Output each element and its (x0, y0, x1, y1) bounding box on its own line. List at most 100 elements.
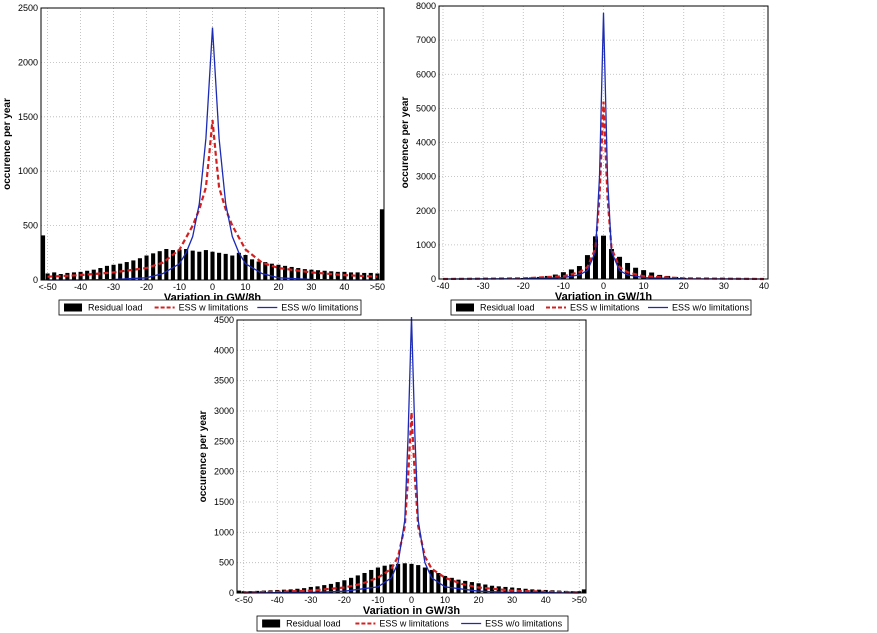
y-tick-label: 4000 (214, 345, 234, 355)
chart-panel-8h: <-50 -40 -30 -20 -10 0 10 20 30 40 >50 0 500 1000 1500… (2, 3, 385, 316)
y-tick-label: 1000 (18, 166, 38, 176)
x-tick-label: <-50 (38, 282, 56, 292)
bar-residual-load (429, 569, 434, 593)
y-tick-label: 2000 (214, 467, 234, 477)
bar-residual-load (177, 249, 182, 280)
line-ess-w-limitations (47, 119, 378, 278)
y-tick-label: 1500 (214, 497, 234, 507)
bar-residual-load (170, 250, 175, 280)
line-ess-wo-limitations (442, 12, 765, 280)
plot-area (237, 320, 586, 593)
x-tick-label: 20 (474, 595, 484, 605)
x-tick-label: 20 (273, 282, 283, 292)
y-tick-label: 5000 (416, 103, 436, 113)
legend-swatch-residual-load (64, 303, 83, 312)
x-tick-label: -40 (437, 281, 450, 291)
legend-label: ESS w/o limitations (485, 619, 563, 629)
y-tick-label: 500 (219, 558, 234, 568)
legend-swatch-residual-load (262, 619, 281, 628)
legend-label: ESS w limitations (379, 619, 449, 629)
y-tick-label: 2000 (18, 57, 38, 67)
y-tick-label: 3000 (416, 172, 436, 182)
x-tick-label: >50 (370, 282, 385, 292)
bar-residual-load (58, 274, 63, 280)
y-tick-label: 4000 (416, 138, 436, 148)
legend-label: ESS w/o limitations (672, 303, 750, 313)
x-tick-label: 20 (679, 281, 689, 291)
bar-residual-load (302, 269, 307, 280)
bar-residual-load (389, 564, 394, 593)
x-tick-label: 40 (759, 281, 769, 291)
x-tick-label: -20 (517, 281, 530, 291)
x-tick-label: 0 (601, 281, 606, 291)
bar-residual-load (85, 270, 90, 280)
x-tick-label: >50 (572, 595, 587, 605)
axes-frame (438, 5, 769, 280)
y-tick-label: 6000 (416, 69, 436, 79)
bar-residual-load (269, 263, 274, 280)
bar-residual-load (210, 251, 215, 280)
legend-label: Residual load (480, 303, 535, 313)
bar-residual-load (355, 272, 360, 280)
bar-residual-load (322, 270, 327, 280)
bar-residual-load (456, 579, 461, 593)
bar-residual-load (577, 591, 582, 593)
bar-residual-load (295, 588, 300, 593)
bar-residual-load (263, 262, 268, 280)
legend-label: ESS w limitations (570, 303, 640, 313)
bar-residual-load (309, 269, 314, 280)
x-tick-label: 40 (541, 595, 551, 605)
bar-residual-load (422, 567, 428, 593)
bar-residual-load (601, 235, 606, 279)
bar-residual-load (256, 261, 261, 280)
bar-residual-load (184, 248, 189, 280)
bar-residual-load (469, 582, 474, 593)
bar-residual-load (237, 590, 242, 593)
y-axis-label: occurence per year (2, 98, 13, 190)
bar-residual-load (496, 586, 501, 593)
bar-residual-load (255, 590, 260, 593)
bar-residual-load (362, 272, 367, 280)
legend-label: Residual load (88, 303, 143, 313)
bar-residual-load (570, 591, 575, 593)
axes-frame (40, 7, 385, 281)
y-tick-label: 0 (229, 588, 234, 598)
x-tick-label: -30 (477, 281, 490, 291)
bar-residual-load (283, 265, 288, 280)
legend-label: ESS w/o limitations (281, 303, 359, 313)
bar-residual-load (248, 591, 253, 593)
legend-swatch-residual-load (456, 303, 474, 312)
axes-frame (236, 319, 587, 594)
bar-residual-load (315, 270, 321, 280)
x-tick-label: 30 (507, 595, 517, 605)
y-tick-label: 1000 (214, 527, 234, 537)
x-tick-label: -10 (557, 281, 570, 291)
y-tick-label: 500 (23, 221, 38, 231)
x-tick-label: 30 (306, 282, 316, 292)
x-tick-label: -20 (140, 282, 153, 292)
line-ess-w-limitations (442, 101, 765, 281)
x-tick-label: -40 (271, 595, 284, 605)
x-tick-label: 0 (210, 282, 215, 292)
bar-residual-load (236, 252, 241, 280)
bar-residual-load (395, 563, 401, 593)
y-tick-label: 2000 (416, 206, 436, 216)
bar-residual-load (289, 266, 294, 280)
bar-residual-load (296, 268, 301, 280)
bar-residual-load (223, 253, 228, 280)
y-axis-label: occurence per year (198, 411, 209, 503)
bar-residual-load (375, 567, 381, 593)
bar-residual-load (41, 235, 46, 280)
y-tick-label: 8000 (416, 1, 436, 11)
bar-residual-load (197, 251, 202, 280)
bar-residual-load (409, 563, 414, 593)
x-tick-label: 30 (719, 281, 729, 291)
bar-residual-load (335, 271, 340, 280)
x-axis-label: Variation in GW/3h (363, 605, 460, 617)
bar-residual-load (250, 259, 255, 280)
bar-residual-load (379, 209, 384, 280)
bar-residual-load (489, 585, 495, 593)
x-tick-label: -20 (338, 595, 351, 605)
bar-residual-load (581, 589, 586, 593)
legend-label: ESS w limitations (179, 303, 249, 313)
